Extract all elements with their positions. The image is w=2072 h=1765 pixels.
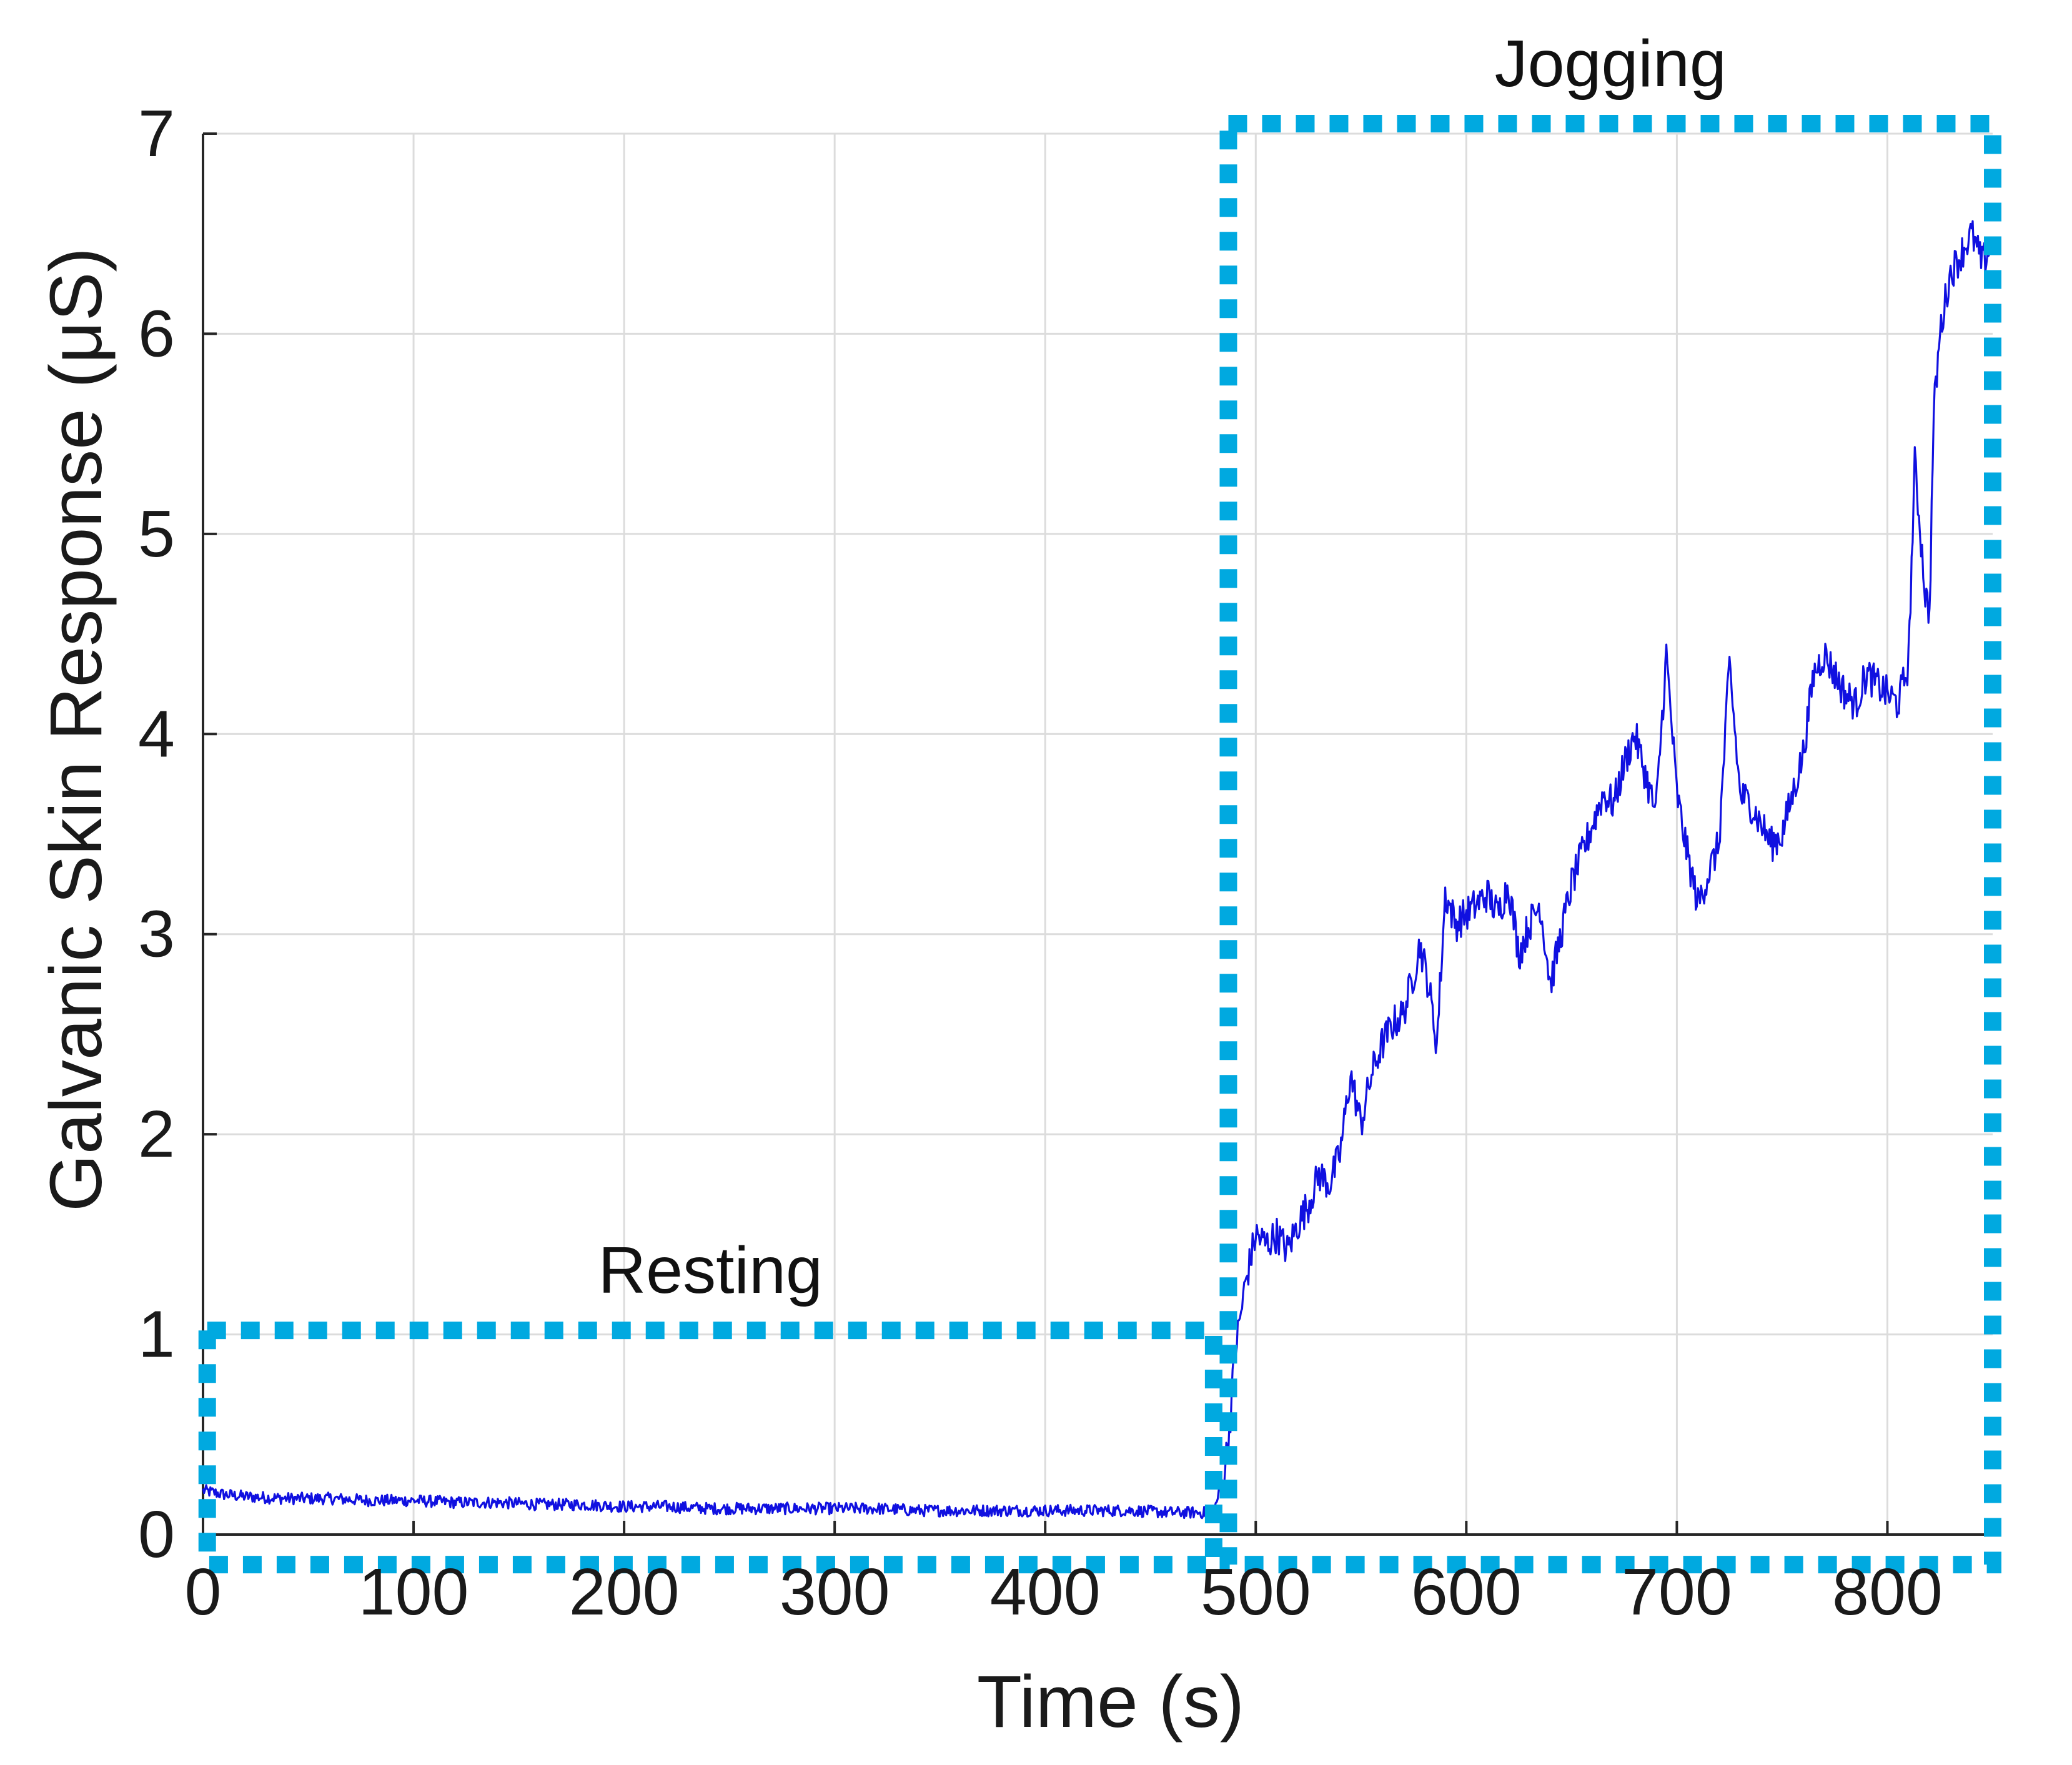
x-tick-label: 200 (569, 1555, 680, 1629)
x-axis-title: Time (s) (977, 1661, 1244, 1743)
x-tick-label: 100 (359, 1555, 469, 1629)
region-annotations: Resting Jogging (198, 27, 2001, 1574)
grid-lines (203, 132, 1993, 1535)
x-tick-label: 700 (1622, 1555, 1732, 1629)
y-tick-label: 4 (138, 697, 175, 771)
x-tick-label: 500 (1201, 1555, 1311, 1629)
region-label-resting: Resting (598, 1234, 823, 1307)
region-label-jogging: Jogging (1495, 27, 1727, 101)
x-tick-label: 600 (1411, 1555, 1522, 1629)
region-box-jogging (1219, 114, 2001, 1574)
tick-labels: 0 100 200 300 400 500 600 700 800 0 1 2 3 4 5 6 7 (138, 97, 1943, 1629)
y-tick-label: 7 (138, 97, 175, 171)
y-tick-label: 2 (138, 1097, 175, 1171)
region-box-resting (198, 1322, 1222, 1574)
y-tick-label: 6 (138, 297, 175, 370)
x-tick-label: 0 (185, 1555, 222, 1629)
y-axis-title: Galvanic Skin Response (μS) (35, 247, 117, 1212)
axes (202, 132, 1993, 1536)
x-tick-label: 400 (990, 1555, 1101, 1629)
data-series (202, 220, 1994, 1520)
y-tick-label: 0 (138, 1498, 175, 1571)
series-line-gsr (202, 220, 1994, 1520)
y-tick-label: 5 (138, 497, 175, 571)
x-tick-label: 300 (780, 1555, 890, 1629)
y-tick-label: 1 (138, 1298, 175, 1372)
y-tick-label: 3 (138, 897, 175, 971)
x-tick-label: 800 (1832, 1555, 1943, 1629)
